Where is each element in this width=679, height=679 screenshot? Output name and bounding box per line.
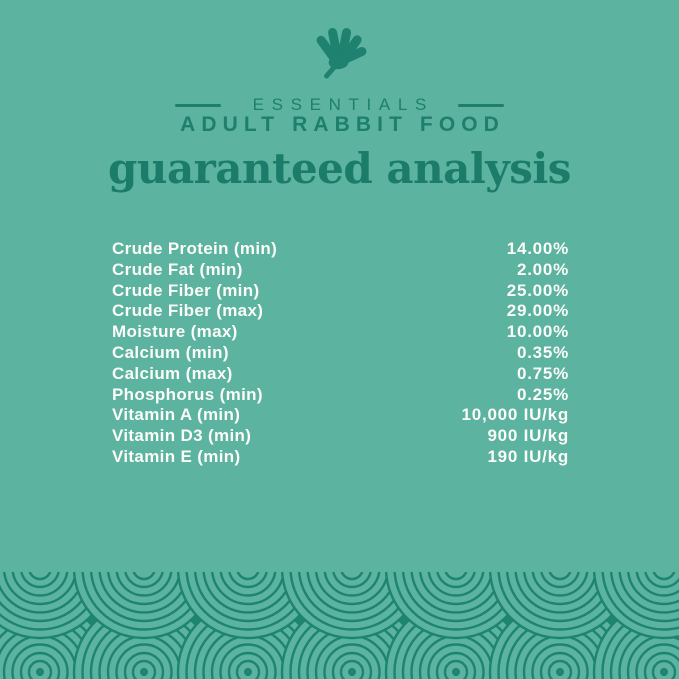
row-label: Crude Fiber (min) [112, 280, 260, 300]
row-label: Moisture (max) [112, 322, 238, 342]
leaf-icon [316, 27, 366, 79]
row-label: Phosphorus (min) [112, 384, 263, 404]
table-row: Vitamin E (min) 190 IU/kg [112, 447, 569, 468]
table-row: Calcium (min) 0.35% [112, 343, 569, 364]
row-label: Vitamin E (min) [112, 446, 241, 466]
row-label: Calcium (max) [112, 363, 233, 383]
row-value: 900 IU/kg [487, 426, 569, 446]
brand-line: ESSENTIALS [252, 95, 434, 114]
row-value: 14.00% [506, 239, 569, 258]
row-value: 10.00% [506, 322, 569, 342]
row-value: 0.25% [516, 384, 569, 404]
row-value: 2.00% [516, 259, 569, 279]
table-row: Crude Fiber (min) 25.00% [112, 281, 569, 302]
table-row: Calcium (max) 0.75% [112, 364, 569, 385]
row-label: Vitamin A (min) [112, 405, 241, 425]
row-value: 10,000 IU/kg [461, 405, 569, 425]
table-row: Crude Protein (min) 14.00% [112, 239, 569, 260]
row-label: Calcium (min) [112, 342, 229, 362]
table-row: Moisture (max) 10.00% [112, 322, 569, 343]
table-row: Crude Fat (min) 2.00% [112, 260, 569, 281]
analysis-table: Crude Protein (min) 14.00% Crude Fat (min… [112, 239, 569, 468]
row-value: 0.75% [516, 363, 569, 383]
wave-pattern-decoration [0, 572, 679, 679]
table-row: Vitamin D3 (min) 900 IU/kg [112, 426, 569, 447]
row-value: 29.00% [506, 301, 569, 321]
row-label: Crude Protein (min) [112, 239, 278, 258]
row-label: Vitamin D3 (min) [112, 426, 252, 446]
row-value: 0.35% [516, 342, 569, 362]
brand-divider-right [458, 103, 504, 107]
brand-divider-left [174, 103, 221, 107]
product-line: ADULT RABBIT FOOD [180, 113, 505, 136]
page-title: guaranteed analysis [108, 144, 571, 193]
table-row: Vitamin A (min) 10,000 IU/kg [112, 405, 569, 426]
table-row: Crude Fiber (max) 29.00% [112, 301, 569, 322]
row-value: 190 IU/kg [487, 446, 569, 466]
table-row: Phosphorus (min) 0.25% [112, 385, 569, 406]
row-label: Crude Fiber (max) [112, 301, 264, 321]
brand-row: ESSENTIALS [0, 95, 679, 115]
row-label: Crude Fat (min) [112, 259, 243, 279]
row-value: 25.00% [506, 280, 569, 300]
